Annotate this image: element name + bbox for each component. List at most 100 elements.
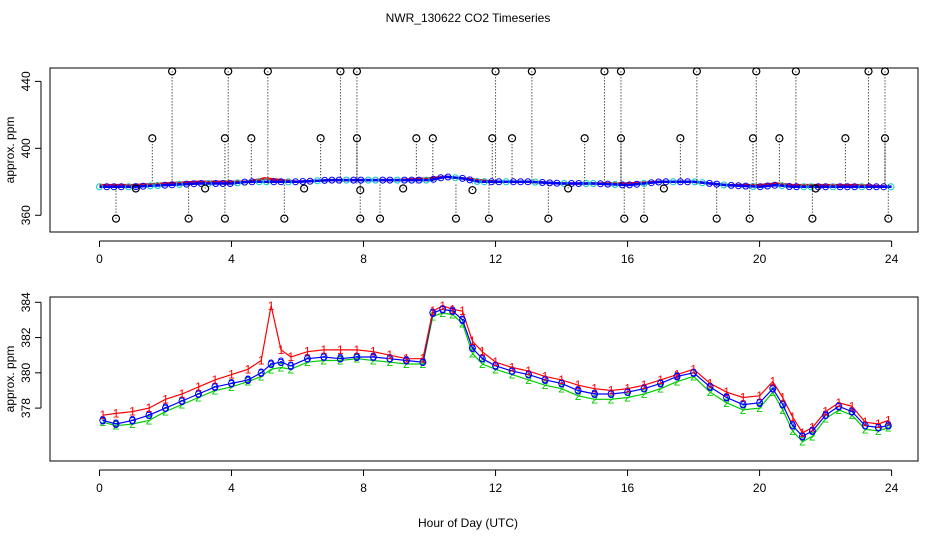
outlier-near-point	[356, 186, 365, 195]
outlier-low-point	[356, 214, 365, 223]
series-marker-1: 1	[469, 334, 476, 348]
outlier-high-point	[752, 67, 761, 76]
x-tick-label: 8	[360, 252, 367, 266]
baseline-point	[161, 181, 169, 189]
series-point-3	[478, 355, 486, 363]
series-marker-1: 1	[690, 362, 697, 376]
outlier-high-point	[352, 67, 362, 76]
series-point-3	[574, 387, 582, 394]
outlier-mid-point	[775, 134, 784, 143]
outlier-mid-point	[488, 134, 497, 143]
series-marker-1: 1	[822, 405, 829, 419]
series-marker-3: 3	[558, 376, 565, 390]
series-point-3	[353, 353, 361, 361]
series-point-3	[874, 424, 882, 431]
series-marker-1: 1	[370, 345, 377, 359]
series-marker-2: 2	[113, 419, 120, 433]
outlier-mid-point	[352, 134, 362, 143]
outlier-high-point	[692, 67, 701, 76]
x-tick-label: 4	[228, 481, 235, 495]
x-tick-label: 8	[360, 481, 367, 495]
series-marker-3: 3	[146, 408, 153, 422]
series-marker-1: 1	[542, 369, 549, 383]
x-tick-label: 16	[621, 252, 635, 266]
series-marker-1: 1	[321, 343, 328, 357]
baseline-point	[597, 180, 604, 188]
baseline-point	[371, 176, 379, 184]
baseline-point	[321, 176, 329, 184]
baseline-point	[284, 178, 292, 186]
series-point-3	[336, 355, 344, 363]
outlier-high-point	[527, 67, 536, 76]
series-marker-2: 2	[420, 357, 427, 371]
series-marker-1: 1	[674, 368, 681, 382]
baseline-point	[647, 179, 655, 187]
series-marker-3: 3	[789, 419, 796, 433]
series-marker-3: 3	[354, 350, 361, 364]
series-marker-1: 1	[403, 352, 410, 366]
baseline-point	[328, 176, 336, 184]
series-point-3	[822, 411, 830, 419]
series-marker-1: 1	[723, 385, 730, 399]
series-point-3	[287, 362, 295, 370]
series-marker-2: 2	[146, 413, 153, 427]
outlier-mid-point	[412, 134, 421, 143]
baseline-point	[880, 183, 888, 191]
baseline-point	[473, 177, 481, 185]
baseline-point	[422, 176, 430, 184]
series-marker-2: 2	[789, 424, 796, 438]
series-point-3	[386, 355, 394, 363]
baseline-point	[379, 176, 387, 184]
series-marker-3: 3	[258, 366, 265, 380]
baseline-point	[444, 173, 452, 181]
series-point-3	[419, 358, 427, 366]
baseline-point	[495, 178, 503, 186]
series-marker-3: 3	[449, 304, 456, 318]
outlier-low-point	[808, 214, 817, 223]
series-point-3	[739, 401, 747, 409]
series-point-3	[541, 376, 549, 384]
y-axis-label: approx. ppm	[3, 117, 17, 184]
series-point-3	[723, 394, 731, 401]
baseline-point	[408, 176, 416, 184]
series-point-3	[799, 432, 806, 440]
baseline-point	[437, 174, 445, 182]
series-point-3	[690, 369, 698, 377]
baseline-point	[480, 178, 488, 186]
baseline-point	[154, 182, 162, 189]
series-marker-3: 3	[624, 385, 631, 399]
series-marker-3: 3	[591, 387, 598, 401]
series-marker-2: 2	[268, 362, 275, 376]
series-point-3	[459, 316, 466, 324]
baseline-point	[502, 178, 510, 186]
series-marker-1: 1	[809, 421, 816, 435]
series-marker-3: 3	[162, 401, 169, 415]
outlier-near-point	[201, 184, 210, 193]
outlier-high-point	[880, 67, 890, 76]
series-marker-3: 3	[387, 352, 394, 366]
baseline-point	[263, 178, 270, 186]
baseline-point	[292, 178, 299, 186]
series-marker-1: 1	[885, 413, 892, 427]
series-marker-3: 3	[469, 341, 476, 355]
series-point-3	[673, 372, 681, 380]
series-point-3	[257, 369, 265, 377]
y-tick-label: 440	[19, 71, 33, 91]
series-marker-1: 1	[835, 396, 842, 410]
series-marker-2: 2	[575, 389, 582, 403]
series-marker-1: 1	[258, 354, 265, 368]
plot-frame	[49, 67, 919, 233]
series-marker-2: 2	[779, 403, 786, 417]
series-marker-2: 2	[403, 357, 410, 371]
baseline-point	[517, 178, 525, 186]
series-marker-2: 2	[321, 354, 328, 368]
series-marker-1: 1	[228, 368, 235, 382]
baseline-point	[575, 180, 583, 187]
series-marker-2: 2	[690, 369, 697, 383]
baseline-point	[865, 183, 873, 191]
series-marker-3: 3	[179, 394, 186, 408]
series-marker-1: 1	[459, 304, 466, 318]
series-point-3	[558, 379, 566, 387]
outlier-near-point	[468, 186, 477, 195]
series-marker-3: 3	[525, 368, 532, 382]
